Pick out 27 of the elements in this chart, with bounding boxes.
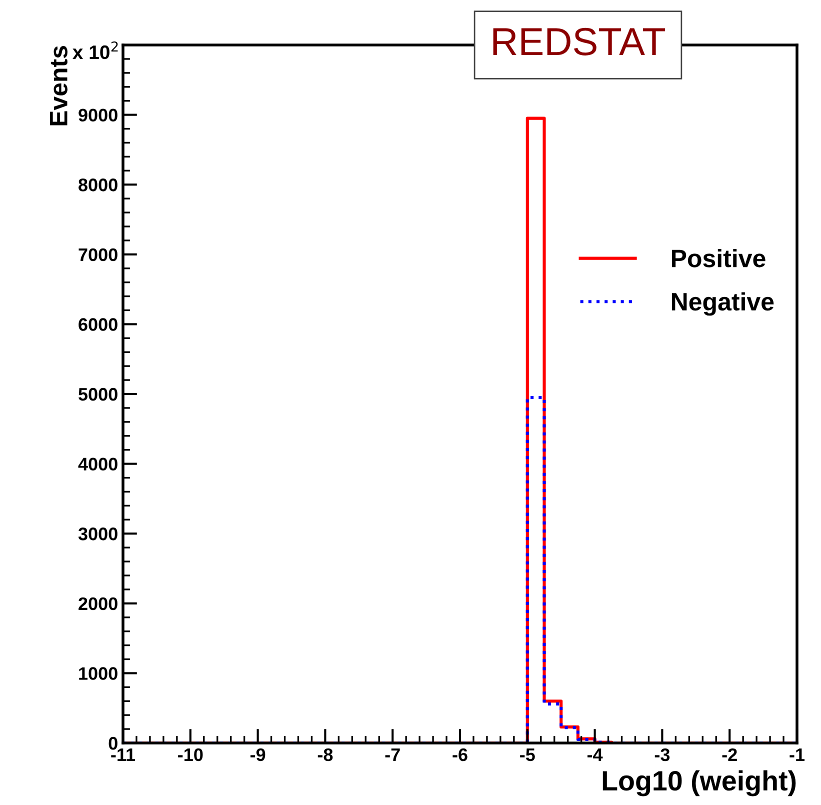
y-tick-label: 5000 [78,388,118,401]
x-tick-label: -4 [587,748,603,761]
x-tick-label: -1 [790,748,805,761]
y-tick-label: 1000 [79,667,118,680]
legend-label: Positive [672,248,766,268]
x-tick-label: -8 [318,748,333,762]
text: x 10$^{2}$ [72,41,118,60]
x-tick-label: -5 [520,748,535,762]
y-tick-label: 2000 [78,597,118,610]
y-tick-label: 3000 [78,528,118,540]
legend-label: Negative [672,292,774,316]
y-tick-label: 6000 [78,318,118,331]
y-tick-label: 8000 [78,178,118,192]
x-axis-title: Log10 (weight) [602,770,796,796]
y-tick-label: 0 [108,736,118,750]
y-tick-label: 9000 [78,108,118,122]
x-tick-label: -6 [452,748,468,762]
y-tick-label: 4000 [78,458,118,471]
x-tick-label: -9 [250,748,266,762]
x-tick-label: -11 [111,748,136,761]
x-tick-label: -3 [654,748,670,762]
x-tick-label: -7 [385,748,400,761]
y-axis-title: Events [50,46,68,126]
x-tick-label: -10 [178,748,203,762]
chart-title: REDSTAT [493,28,665,56]
x-tick-label: -2 [722,748,737,761]
y-tick-label: 7000 [78,248,118,262]
